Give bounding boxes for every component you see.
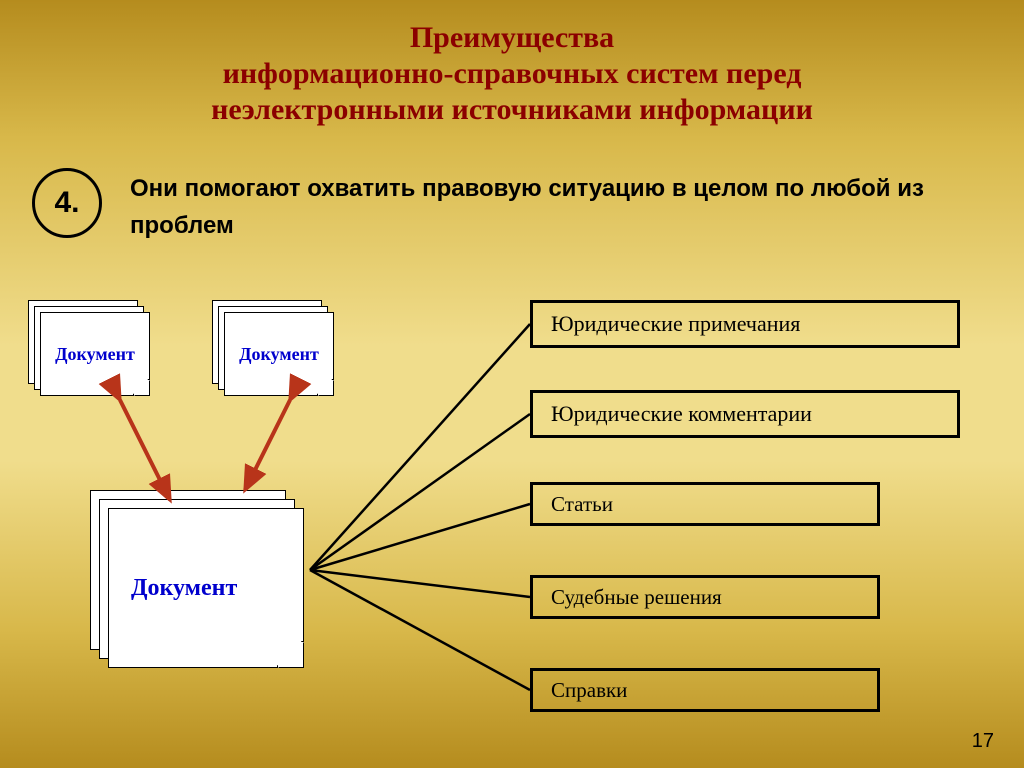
document-label: Документ <box>131 575 237 602</box>
page-fold-icon <box>277 641 303 667</box>
info-box-0: Юридические примечания <box>530 300 960 348</box>
info-box-4: Справки <box>530 668 880 712</box>
sheet-front: Документ <box>224 312 334 396</box>
info-box-3: Судебные решения <box>530 575 880 619</box>
info-box-label: Справки <box>551 678 627 703</box>
document-label: Документ <box>55 344 135 365</box>
info-box-1: Юридические комментарии <box>530 390 960 438</box>
point-number: 4. <box>54 186 79 220</box>
info-box-label: Статьи <box>551 492 613 517</box>
title-line-1: Преимущества <box>0 20 1024 56</box>
page-number: 17 <box>972 730 994 753</box>
info-box-2: Статьи <box>530 482 880 526</box>
subtitle-text: Они помогают охватить правовую ситуацию … <box>130 170 994 244</box>
sheet-front: Документ <box>40 312 150 396</box>
document-label: Документ <box>239 344 319 365</box>
page-fold-icon <box>133 379 149 395</box>
info-box-label: Юридические комментарии <box>551 401 812 427</box>
sheet-front: Документ <box>108 508 304 668</box>
info-box-label: Судебные решения <box>551 585 722 610</box>
title-line-3: неэлектронными источниками информации <box>0 92 1024 128</box>
page-fold-icon <box>317 379 333 395</box>
point-number-circle: 4. <box>32 168 102 238</box>
info-box-label: Юридические примечания <box>551 311 800 337</box>
slide-title: Преимущества информационно-справочных си… <box>0 20 1024 128</box>
title-line-2: информационно-справочных систем перед <box>0 56 1024 92</box>
